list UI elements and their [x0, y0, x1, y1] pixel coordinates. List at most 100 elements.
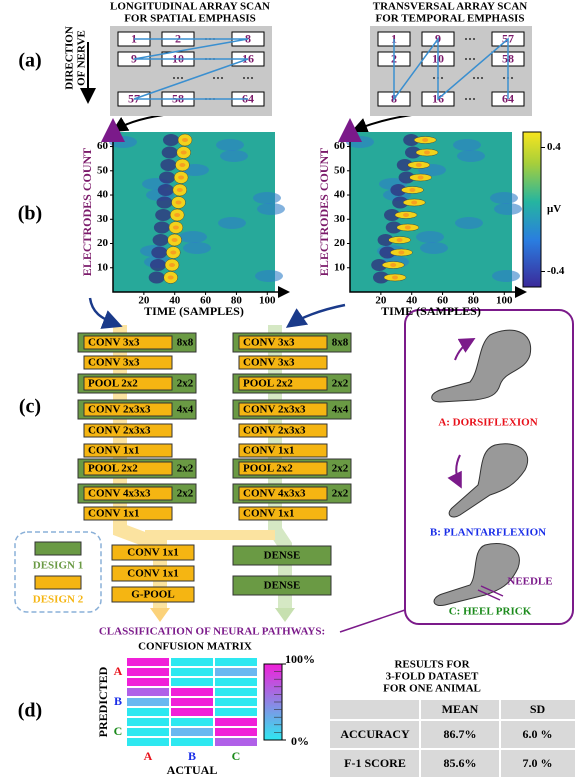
heatmap-blob [453, 139, 481, 151]
heatmap-blob [253, 192, 281, 204]
heatmap-blob [418, 176, 424, 180]
results-title: 3-FOLD DATASET [386, 671, 479, 683]
heatmap-blob [181, 151, 187, 155]
layer-size: 2x2 [332, 463, 349, 475]
ellipsis-dot [511, 77, 513, 79]
layer-label: POOL 2x2 [243, 463, 293, 475]
matrix-cell [171, 718, 213, 726]
matrix-cell [127, 708, 169, 716]
ellipsis-dot [213, 77, 215, 79]
y-tick-label: 50 [334, 164, 346, 176]
layer-label: POOL 2x2 [243, 378, 293, 390]
matrix-cell [215, 698, 257, 706]
colorbar-tick-label: 0.4 [547, 141, 561, 153]
layer-label: CONV 1x1 [243, 508, 294, 520]
y-tick-label: 60 [334, 140, 346, 152]
y-axis-label: ELECTRODES COUNT [317, 148, 331, 276]
heatmap-blob [397, 238, 403, 242]
ellipsis-dot [251, 77, 253, 79]
heatmap-blob [494, 203, 522, 215]
ellipsis-dot [465, 38, 467, 40]
col-label: B [188, 749, 196, 763]
ellipsis-dot [503, 77, 505, 79]
layer-label: CONV 2x3x3 [243, 404, 306, 416]
ellipsis-dot [441, 77, 443, 79]
layer-size: 8x8 [332, 337, 349, 349]
table-cell: ACCURACY [340, 727, 410, 741]
x-axis-label: ACTUAL [167, 763, 218, 777]
heatmap-blob [173, 226, 179, 230]
heatmap-blob [157, 197, 173, 209]
layer-label: CONV 1x1 [88, 508, 139, 520]
table-header-cell: MEAN [442, 702, 479, 716]
colorbar-unit: μV [547, 203, 561, 215]
y-tick-label: 50 [97, 164, 109, 176]
matrix-cell [171, 738, 213, 746]
legend-label: DESIGN 2 [33, 594, 84, 606]
matrix-cell [215, 678, 257, 686]
direction-label: OF NERVE [76, 30, 88, 86]
panel-label: (d) [18, 700, 42, 722]
matrix-cell [127, 728, 169, 736]
table-cell: 6.0 % [523, 727, 553, 741]
scan-title: FOR SPATIAL EMPHASIS [124, 13, 256, 25]
x-axis-label: TIME (SAMPLES) [144, 304, 244, 318]
y-tick-label: 20 [97, 237, 109, 249]
ellipsis-dot [473, 77, 475, 79]
heatmap-blob [218, 217, 246, 229]
layer-label: POOL 2x2 [88, 463, 138, 475]
heatmap-blob [492, 270, 520, 282]
heatmap-blob [158, 184, 174, 196]
x-axis-label: TIME (SAMPLES) [381, 304, 481, 318]
heatmap-blob [392, 276, 398, 280]
row-label: A [114, 664, 123, 678]
y-tick-label: 10 [97, 261, 109, 273]
y-axis-label: ELECTRODES COUNT [80, 148, 94, 276]
ellipsis-dot [173, 77, 175, 79]
ellipsis-dot [243, 77, 245, 79]
connector [340, 610, 405, 632]
row-label: B [114, 694, 122, 708]
heatmap-blob [169, 263, 175, 267]
table-header-cell: SD [530, 702, 546, 716]
ellipsis-dot [465, 58, 467, 60]
heatmap-blob [163, 134, 179, 146]
heatmap-blob [411, 201, 417, 205]
layer-size: 4x4 [177, 404, 194, 416]
layer-label: CONV 1x1 [127, 568, 178, 580]
y-tick-label: 40 [334, 189, 346, 201]
layer-size: 2x2 [332, 378, 349, 390]
matrix-cell [215, 668, 257, 676]
layer-label: DENSE [264, 550, 301, 562]
panel-label: (a) [18, 50, 41, 72]
heatmap [346, 132, 522, 292]
results-title: RESULTS FOR [394, 659, 470, 671]
matrix-cell [171, 698, 213, 706]
ellipsis-dot [217, 77, 219, 79]
heatmap-blob [457, 150, 485, 162]
matrix-cell [215, 738, 257, 746]
heatmap-blob [424, 151, 430, 155]
heatmap-blob [182, 138, 188, 142]
heatmap-blob [403, 213, 409, 217]
layer-label: CONV 3x3 [243, 357, 295, 369]
layer-label: CONV 3x3 [243, 337, 295, 349]
heatmap-blob [416, 231, 444, 243]
y-axis-label: PREDICTED [96, 666, 110, 737]
matrix-cell [215, 718, 257, 726]
ellipsis-dot [473, 38, 475, 40]
scan-title: TRANSVERSAL ARRAY SCAN [373, 1, 528, 13]
col-label: A [144, 749, 153, 763]
matrix-cell [215, 708, 257, 716]
x-tick-label: 100 [496, 295, 513, 307]
matrix-cell [171, 728, 213, 736]
ellipsis-dot [477, 77, 479, 79]
class-label: B: PLANTARFLEXION [430, 527, 546, 539]
matrix-cell [171, 708, 213, 716]
ellipsis-dot [181, 77, 183, 79]
heatmap-blob [416, 163, 422, 167]
matrix-cell [215, 658, 257, 666]
heatmap-blob [153, 234, 169, 246]
col-label: C [232, 749, 241, 763]
ellipsis-dot [465, 98, 467, 100]
